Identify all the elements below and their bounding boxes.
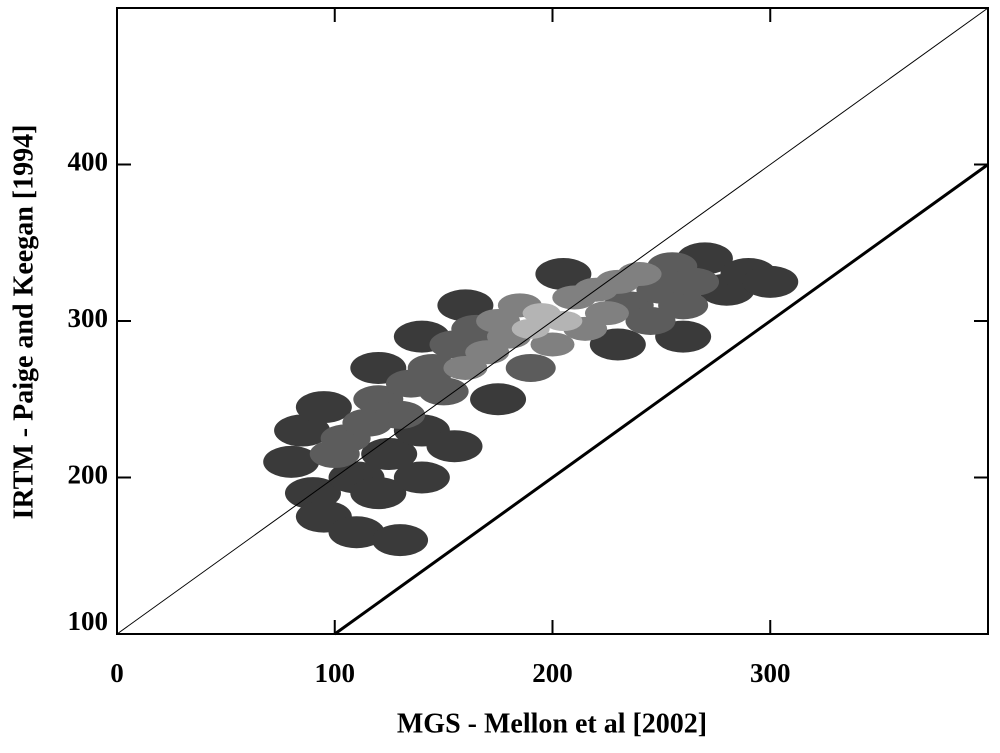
density-blob bbox=[505, 353, 556, 382]
density-blob bbox=[295, 391, 352, 424]
x-tick-label: 100 bbox=[315, 658, 356, 688]
density-blob bbox=[393, 461, 450, 494]
density-blob bbox=[658, 291, 709, 320]
density-blob bbox=[625, 307, 676, 335]
x-tick-label: 200 bbox=[532, 658, 573, 688]
density-blob bbox=[470, 383, 527, 416]
x-tick-label: 0 bbox=[110, 658, 124, 688]
density-blob bbox=[530, 332, 575, 357]
y-tick-label: 400 bbox=[68, 147, 109, 177]
density-blob bbox=[742, 265, 799, 298]
x-axis-title: MGS - Mellon et al [2002] bbox=[397, 708, 707, 739]
density-blob bbox=[274, 414, 331, 447]
density-blob bbox=[372, 524, 429, 557]
density-blob bbox=[535, 258, 592, 291]
reference-line bbox=[333, 163, 989, 636]
density-blob bbox=[437, 289, 494, 322]
density-blob bbox=[584, 301, 629, 326]
density-blob bbox=[375, 400, 426, 429]
density-blob bbox=[617, 262, 662, 287]
density-blob bbox=[426, 430, 483, 463]
density-blob bbox=[407, 353, 458, 382]
density-blob bbox=[263, 445, 320, 478]
y-axis-title: IRTM - Paige and Keegan [1994] bbox=[8, 125, 39, 520]
density-blob bbox=[418, 377, 469, 406]
density-blob bbox=[328, 516, 385, 549]
reference-line bbox=[116, 7, 989, 635]
density-blob bbox=[544, 311, 583, 331]
density-blob bbox=[669, 267, 720, 296]
y-tick-label: 100 bbox=[68, 606, 109, 636]
y-tick-label: 300 bbox=[68, 303, 109, 333]
density-blob bbox=[350, 477, 407, 510]
x-tick-label: 300 bbox=[750, 658, 791, 688]
density-blob bbox=[361, 438, 418, 471]
y-tick-label: 200 bbox=[68, 460, 109, 490]
density-blob bbox=[589, 328, 646, 361]
density-blob bbox=[511, 318, 550, 339]
